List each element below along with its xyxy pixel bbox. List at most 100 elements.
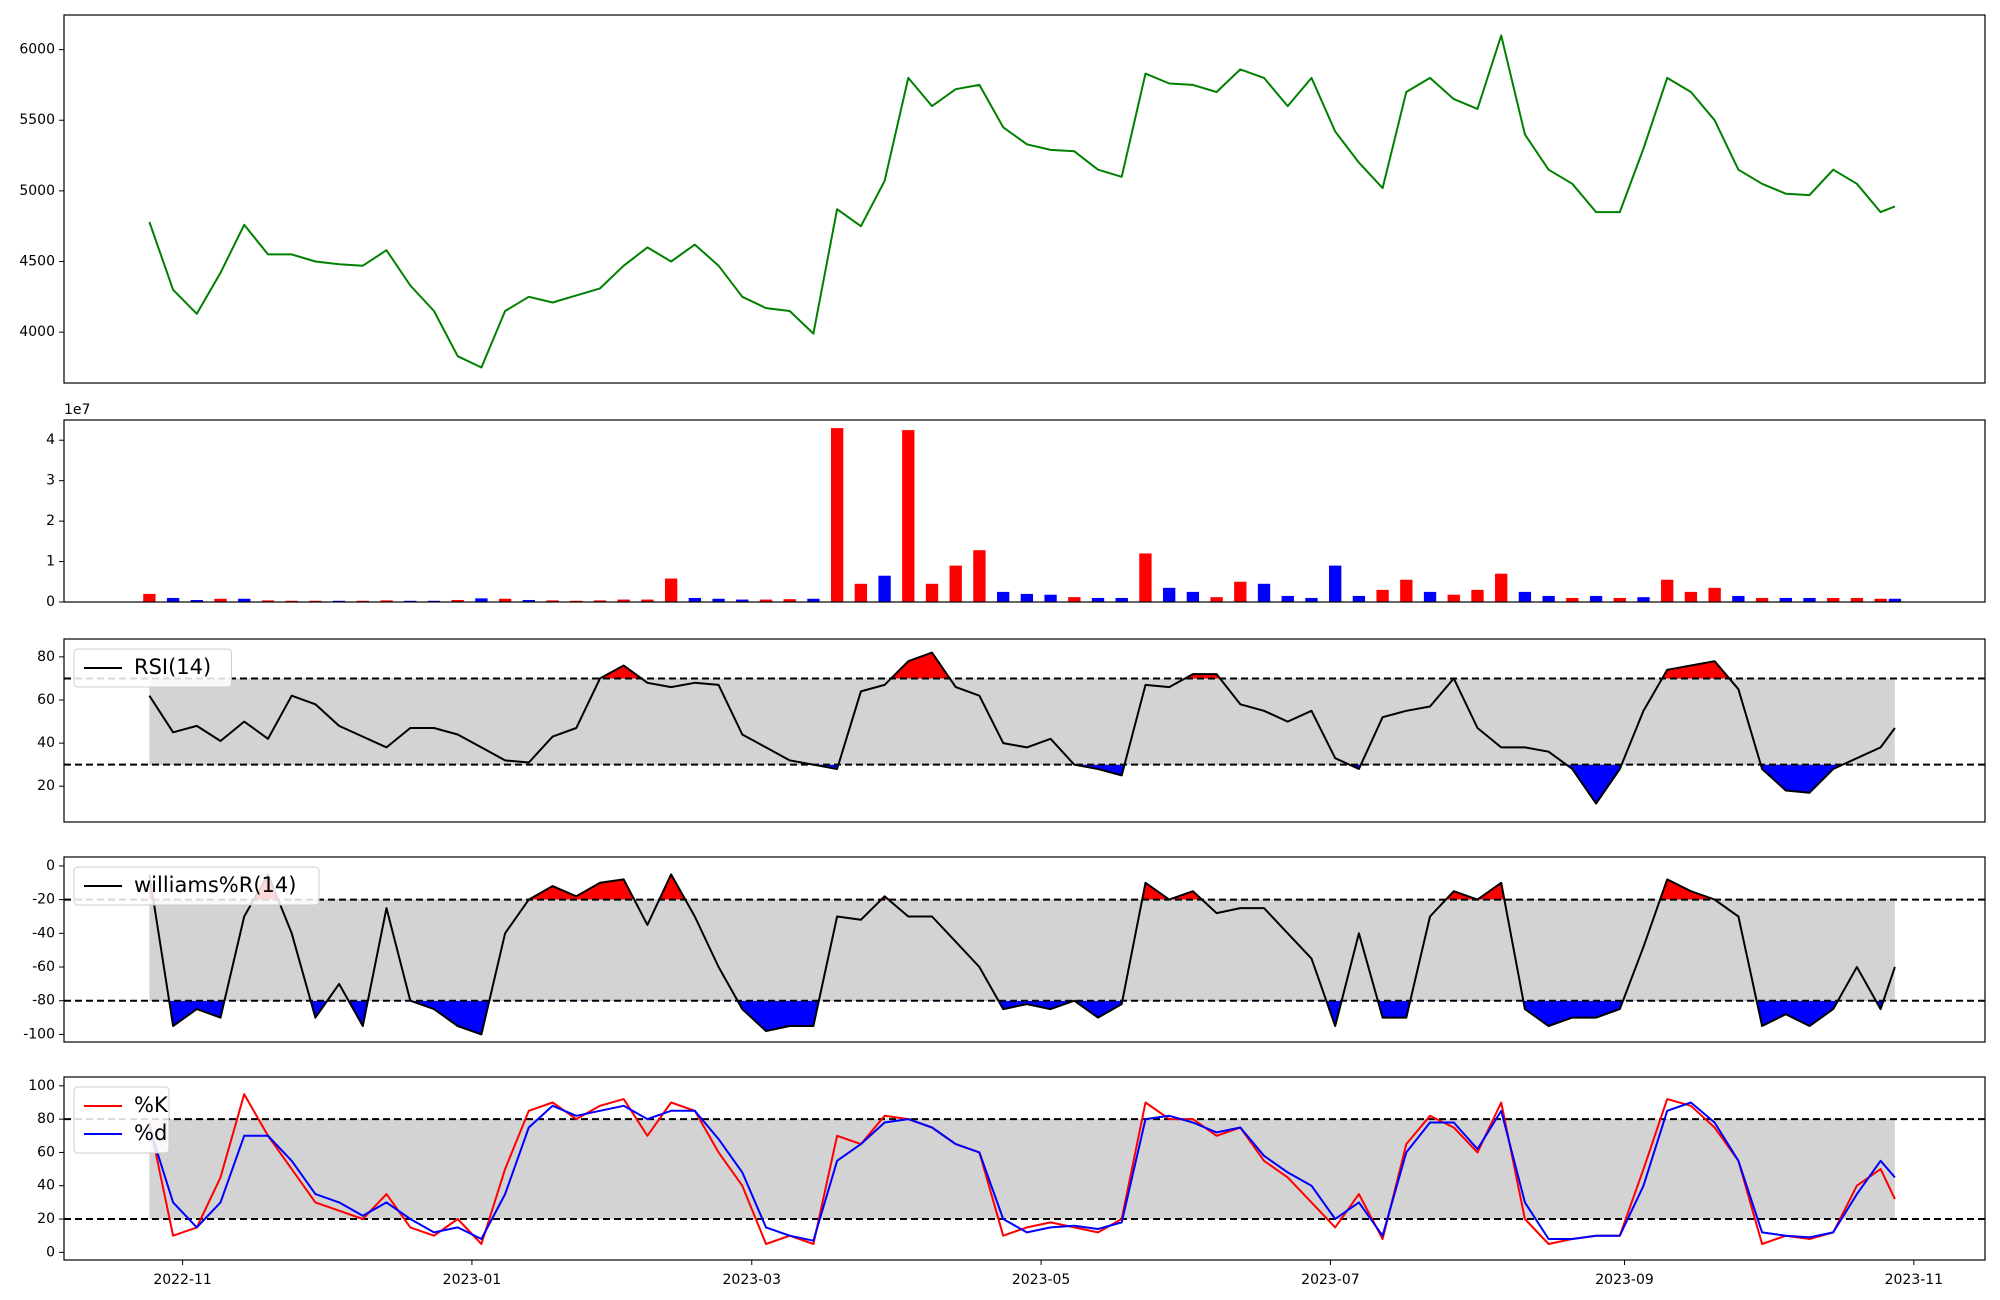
y-tick-label: -100 <box>23 1026 55 1042</box>
volume-bar <box>1850 597 1864 602</box>
y-tick-label: 3 <box>46 473 55 489</box>
volume-bar <box>1091 597 1105 602</box>
panel <box>143 428 1902 602</box>
y-tick-label: 40 <box>37 735 55 751</box>
volume-bar <box>1281 595 1294 602</box>
volume-bar <box>736 599 749 602</box>
volume-bar <box>427 600 441 602</box>
volume-bar <box>1732 595 1745 602</box>
neutral-band <box>149 678 1895 765</box>
legend: williams%R(14) <box>73 866 320 906</box>
panel <box>64 651 1985 805</box>
x-tick-label: 2023-09 <box>1595 1272 1654 1288</box>
volume-bar <box>498 598 512 602</box>
volume-bar <box>1613 597 1626 602</box>
volume-bar <box>1779 597 1792 602</box>
volume-bar <box>214 598 227 602</box>
volume-bar <box>522 599 536 602</box>
panel <box>64 873 1985 1036</box>
volume-bar <box>1020 593 1034 602</box>
y-tick-label: 4000 <box>19 324 55 340</box>
volume-bar <box>546 600 559 602</box>
y-tick-label: 5000 <box>19 183 55 199</box>
volume-bar <box>1210 597 1223 602</box>
volume-bar <box>688 597 702 602</box>
y-tick-label: 60 <box>37 692 55 708</box>
oversold-fill <box>813 764 1843 804</box>
y-tick-label: 80 <box>37 1111 55 1127</box>
y-tick-label: 0 <box>46 1244 55 1260</box>
y-tick-label: 6000 <box>19 42 55 58</box>
volume-bar <box>1888 598 1902 602</box>
volume-bar <box>641 599 654 602</box>
volume-bar <box>1518 591 1532 602</box>
y-tick-label: -40 <box>32 925 55 941</box>
y-tick-label: 2 <box>46 513 55 529</box>
y-tick-label: 0 <box>46 858 55 874</box>
y-tick-label: 60 <box>37 1144 55 1160</box>
y-tick-label: 1 <box>46 554 55 570</box>
volume-bar <box>830 428 844 602</box>
volume-bar <box>190 599 203 602</box>
y-tick-label: 4 <box>46 432 55 448</box>
axes-frame <box>63 638 1986 823</box>
axes-frame <box>63 1076 1986 1261</box>
volume-bar <box>285 600 298 602</box>
volume-bar <box>925 583 939 602</box>
oversold-fill <box>169 1000 1884 1035</box>
volume-bar <box>878 575 891 602</box>
volume-bar <box>664 578 678 602</box>
x-tick-label: 2023-03 <box>723 1272 782 1288</box>
legend-box <box>73 866 320 906</box>
volume-bar <box>1400 579 1413 602</box>
legend-label: williams%R(14) <box>134 873 296 897</box>
y-tick-label: 5500 <box>19 112 55 128</box>
volume-bar <box>1186 591 1200 602</box>
legend-label: %d <box>134 1121 167 1145</box>
volume-bar <box>404 600 417 602</box>
volume-bar <box>451 599 464 602</box>
series-line <box>148 1101 1896 1242</box>
y-tick-label: 80 <box>37 649 55 665</box>
volume-bar <box>949 565 962 602</box>
axis-offset-label: 1e7 <box>64 402 90 418</box>
x-tick-label: 2023-07 <box>1301 1272 1360 1288</box>
volume-bar <box>593 600 607 602</box>
volume-bar <box>902 430 915 602</box>
volume-bar <box>1352 595 1366 602</box>
volume-bar <box>1684 591 1698 602</box>
volume-bar <box>1115 597 1128 602</box>
series-line <box>148 873 1896 1036</box>
axes-frame <box>63 419 1986 603</box>
panel <box>148 34 1896 369</box>
x-tick-label: 2023-05 <box>1012 1272 1071 1288</box>
volume-bar <box>1447 594 1460 602</box>
volume-bar <box>1874 598 1887 602</box>
volume-bar <box>570 600 583 602</box>
neutral-band <box>149 899 1895 1001</box>
legend: RSI(14) <box>73 648 232 688</box>
neutral-band <box>149 1119 1895 1220</box>
volume-bar <box>783 599 796 602</box>
y-tick-label: -60 <box>32 959 55 975</box>
x-tick-label: 2023-11 <box>1885 1272 1944 1288</box>
volume-bar <box>332 600 346 602</box>
legend: %K %d <box>73 1086 170 1154</box>
volume-bar <box>475 598 488 602</box>
volume-bar <box>1163 587 1176 602</box>
volume-bar <box>617 599 630 602</box>
y-tick-label: 0 <box>46 594 55 610</box>
y-tick-label: -20 <box>32 892 55 908</box>
legend-box <box>73 1086 170 1154</box>
overbought-fill <box>149 652 1895 679</box>
x-tick-label: 2023-01 <box>443 1272 502 1288</box>
volume-bar <box>1803 597 1816 602</box>
volume-bar <box>973 550 986 602</box>
axes-frame <box>63 856 1986 1043</box>
volume-bar <box>712 598 725 602</box>
volume-bar <box>1471 589 1484 602</box>
volume-bar <box>1589 595 1603 602</box>
legend-label: %K <box>134 1093 169 1117</box>
volume-bar <box>759 599 773 602</box>
volume-bar <box>143 593 156 602</box>
